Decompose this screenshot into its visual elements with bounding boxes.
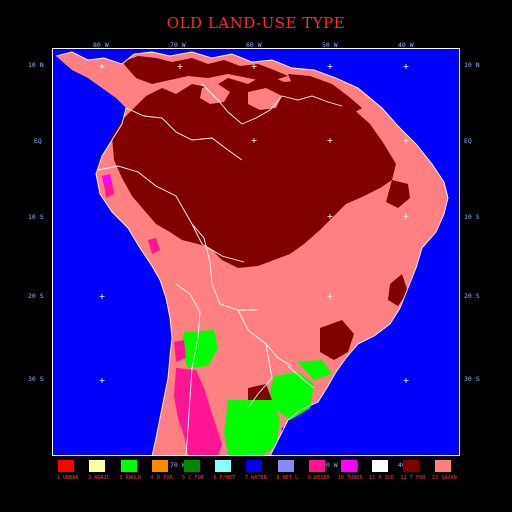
legend-item: 9 DESER xyxy=(303,460,334,488)
legend-label: 5 C FOR xyxy=(182,475,205,481)
legend-swatch xyxy=(152,460,169,472)
legend-item: 11 P ICE xyxy=(366,460,397,488)
legend-item: 8 NET L xyxy=(272,460,303,488)
legend-item: 10 TUNDR xyxy=(335,460,366,488)
legend-item: 1 URBAN xyxy=(52,460,83,488)
region-rangeland-patagonia-north xyxy=(180,330,218,368)
region-water-south xyxy=(278,422,312,456)
legend-label: 10 TUNDR xyxy=(337,475,363,481)
region-tropical-forest-guiana xyxy=(288,74,362,114)
region-desert-patch xyxy=(174,340,186,362)
legend-item: 7 WATER xyxy=(240,460,271,488)
legend-swatch xyxy=(89,460,106,472)
legend-item: 12 T FOR xyxy=(397,460,428,488)
left-tick-label: 30 S xyxy=(28,375,44,383)
region-tropical-forest-east xyxy=(386,180,410,208)
region-rangeland-coast xyxy=(298,360,332,380)
legend-label: 13 SAVAN xyxy=(431,475,457,481)
legend-swatch xyxy=(58,460,74,472)
legend-swatch xyxy=(215,460,231,472)
graticule-markers xyxy=(99,64,409,383)
left-tick-label: 10 N xyxy=(28,61,44,69)
legend-swatch xyxy=(246,460,263,472)
legend-label: 2 AGRIC xyxy=(87,475,110,481)
legend-swatch xyxy=(309,460,326,472)
region-tropical-forest-coast xyxy=(388,274,408,306)
left-tick-label: EQ xyxy=(34,137,42,145)
legend-swatch xyxy=(277,460,294,472)
region-rangeland-pampas xyxy=(224,400,280,456)
right-tick-label: 10 N xyxy=(464,61,480,69)
right-tick-label: 10 S xyxy=(464,213,480,221)
legend-label: 4 D FOR xyxy=(150,475,173,481)
legend-label: 3 RNGLD xyxy=(119,475,142,481)
region-tropical-forest xyxy=(112,74,396,268)
legend-swatch xyxy=(120,460,137,472)
left-tick-label: 20 S xyxy=(28,292,44,300)
legend-label: 6 F/WET xyxy=(213,475,236,481)
country-borders xyxy=(55,51,449,456)
top-tick-label: 40 W xyxy=(398,41,414,49)
legend-label: 7 WATER xyxy=(244,475,267,481)
legend-item: 13 SAVAN xyxy=(429,460,460,488)
map-border xyxy=(52,48,460,456)
region-rangeland-uruguay xyxy=(270,372,314,420)
right-tick-label: 30 S xyxy=(464,375,480,383)
left-tick-label: 10 S xyxy=(28,213,44,221)
legend-label: 9 DESER xyxy=(307,475,330,481)
legend-swatch xyxy=(372,460,388,472)
top-tick-label: 70 W xyxy=(170,41,186,49)
map-title: OLD LAND-USE TYPE xyxy=(166,14,346,32)
right-tick-label: EQ xyxy=(464,137,472,145)
region-desert-peru xyxy=(148,238,160,254)
map-frame xyxy=(52,48,460,456)
legend-label: 8 NET L xyxy=(276,475,299,481)
legend-item: 6 F/WET xyxy=(209,460,240,488)
land-use-legend: 1 URBAN 2 AGRIC 3 RNGLD 4 D FOR 5 C FOR … xyxy=(52,458,460,488)
legend-item: 4 D FOR xyxy=(146,460,177,488)
top-tick-label: 80 W xyxy=(93,41,109,49)
region-savanna-gap-venezuela xyxy=(248,88,282,110)
legend-swatch xyxy=(340,460,357,472)
region-desert-coast xyxy=(104,182,114,198)
right-tick-label: 20 S xyxy=(464,292,480,300)
region-tropical-forest-southeast xyxy=(320,320,354,360)
legend-label: 12 T FOR xyxy=(400,475,426,481)
region-desert-chile xyxy=(174,368,222,456)
legend-item: 5 C FOR xyxy=(178,460,209,488)
legend-label: 11 P ICE xyxy=(369,475,394,481)
legend-item: 2 AGRIC xyxy=(83,460,114,488)
region-tundra-andes xyxy=(102,174,112,186)
top-tick-label: 50 W xyxy=(322,41,338,49)
region-tropical-forest-north xyxy=(122,56,288,84)
legend-swatch xyxy=(183,460,200,472)
land-use-map xyxy=(52,48,460,456)
legend-swatch xyxy=(403,460,420,472)
bottom-tick-label: 70 W xyxy=(170,461,186,469)
bottom-tick-label: 50 W xyxy=(322,461,338,469)
legend-label: 1 URBAN xyxy=(56,475,79,481)
legend-item: 3 RNGLD xyxy=(115,460,146,488)
legend-swatch xyxy=(434,460,451,472)
top-tick-label: 60 W xyxy=(246,41,262,49)
